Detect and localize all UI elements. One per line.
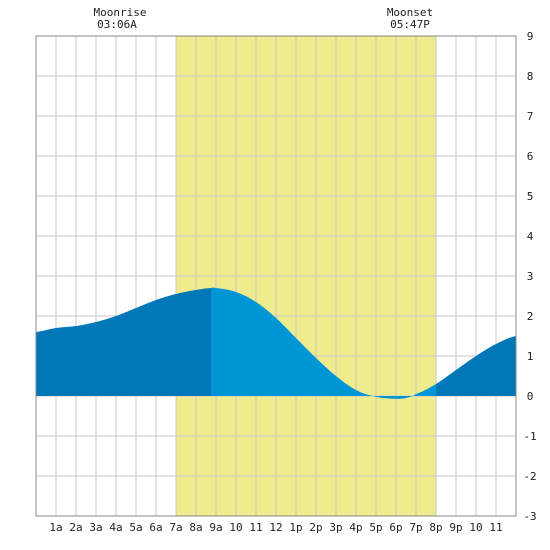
x-tick-label: 2p bbox=[309, 521, 322, 534]
x-tick-label: 11 bbox=[249, 521, 262, 534]
y-tick-label: -1 bbox=[523, 430, 536, 443]
x-tick-label: 5p bbox=[369, 521, 382, 534]
x-tick-label: 8p bbox=[429, 521, 442, 534]
x-tick-label: 9a bbox=[209, 521, 222, 534]
x-axis-ticks: 1a 2a 3a 4a 5a 6a 7a 8a 9a 10 11 12 1p 2p 3p 4p 5p 6p 7p 8p… bbox=[49, 521, 502, 534]
x-tick-label: 12 bbox=[269, 521, 282, 534]
tide-area-past bbox=[36, 288, 516, 396]
x-tick-label: 10 bbox=[229, 521, 242, 534]
x-tick-label: 6a bbox=[149, 521, 162, 534]
moonrise-label: Moonrise bbox=[94, 6, 147, 19]
moonrise-time: 03:06A bbox=[97, 18, 137, 31]
x-tick-label: 3p bbox=[329, 521, 342, 534]
x-tick-label: 2a bbox=[69, 521, 82, 534]
x-tick-label: 7p bbox=[409, 521, 422, 534]
tide-area-current bbox=[211, 287, 436, 399]
x-tick-label: 10 bbox=[469, 521, 482, 534]
moonset-label: Moonset bbox=[387, 6, 433, 19]
x-tick-label: 3a bbox=[89, 521, 102, 534]
y-tick-label: 8 bbox=[527, 70, 534, 83]
x-tick-label: 11 bbox=[489, 521, 502, 534]
x-tick-label: 6p bbox=[389, 521, 402, 534]
y-tick-label: 3 bbox=[527, 270, 534, 283]
y-tick-label: 1 bbox=[527, 350, 534, 363]
y-tick-label: 4 bbox=[527, 230, 534, 243]
y-tick-label: 5 bbox=[527, 190, 534, 203]
x-tick-label: 9p bbox=[449, 521, 462, 534]
x-tick-label: 1a bbox=[49, 521, 62, 534]
y-tick-label: 0 bbox=[527, 390, 534, 403]
y-axis-ticks: 9 8 7 6 5 4 3 2 1 0 -1 -2 -3 bbox=[523, 30, 536, 523]
plot-frame bbox=[35, 35, 517, 517]
moonset-time: 05:47P bbox=[390, 18, 430, 31]
x-tick-label: 8a bbox=[189, 521, 202, 534]
x-tick-label: 7a bbox=[169, 521, 182, 534]
y-tick-label: 6 bbox=[527, 150, 534, 163]
grid-lines bbox=[36, 36, 516, 516]
y-tick-label: 2 bbox=[527, 310, 534, 323]
y-tick-label: -3 bbox=[523, 510, 536, 523]
x-tick-label: 1p bbox=[289, 521, 302, 534]
x-tick-label: 5a bbox=[129, 521, 142, 534]
x-tick-label: 4a bbox=[109, 521, 122, 534]
y-tick-label: -2 bbox=[523, 470, 536, 483]
x-tick-label: 4p bbox=[349, 521, 362, 534]
y-tick-label: 9 bbox=[527, 30, 534, 43]
y-tick-label: 7 bbox=[527, 110, 534, 123]
